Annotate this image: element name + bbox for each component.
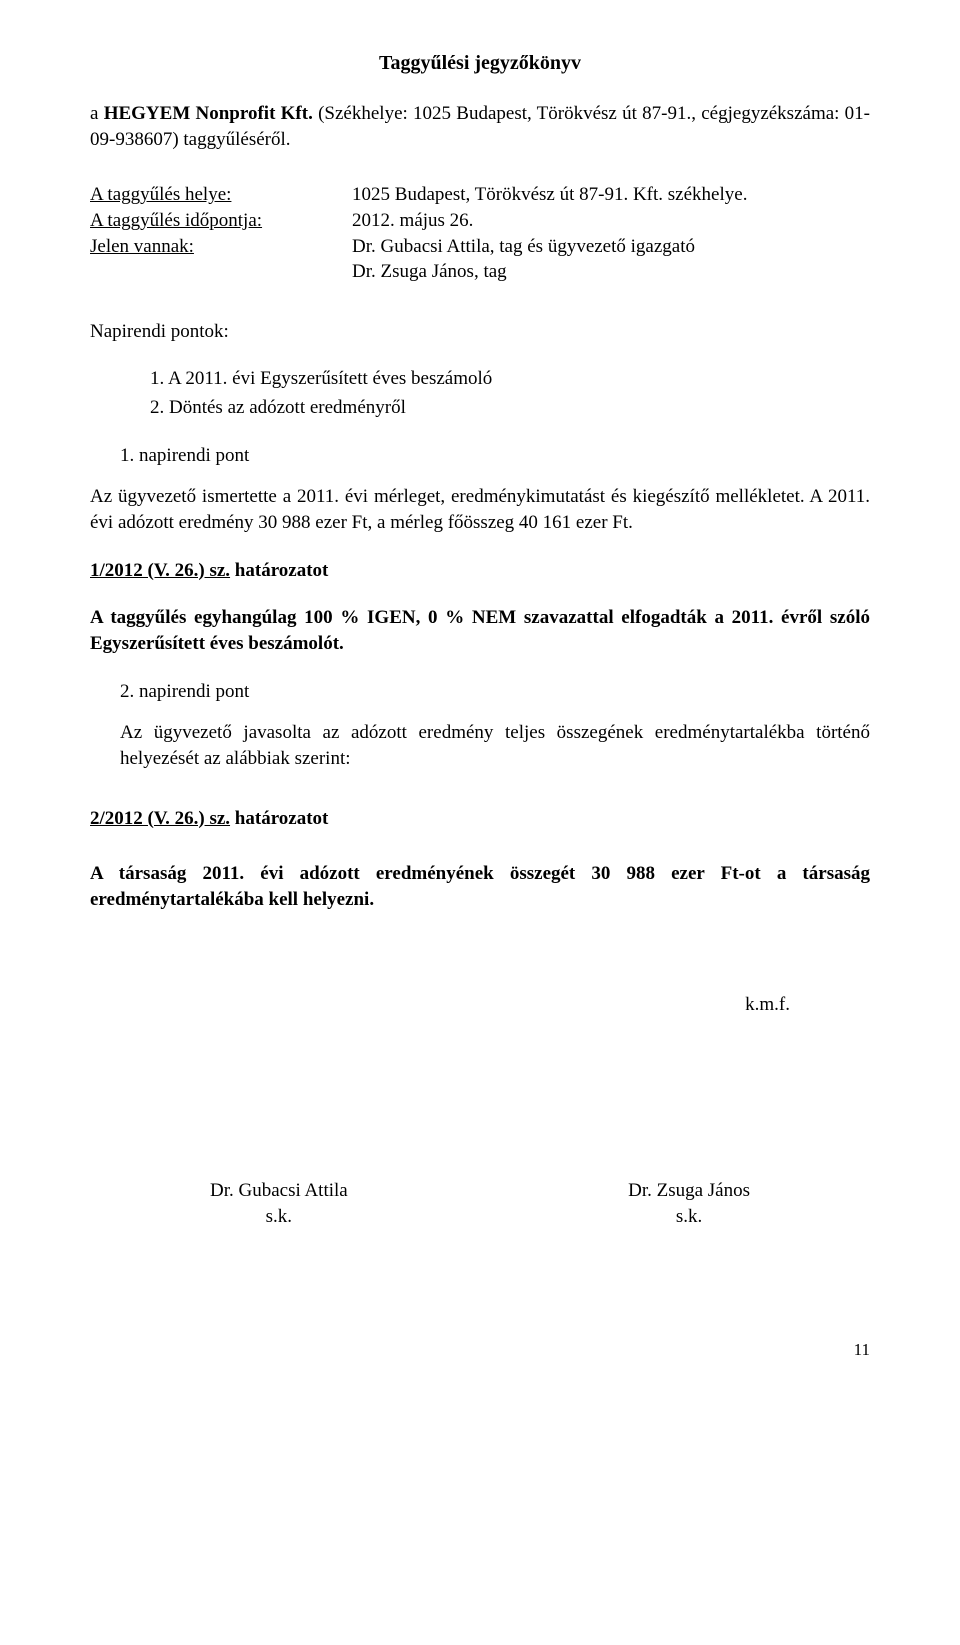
signature-right: Dr. Zsuga János s.k. xyxy=(628,1178,750,1229)
signature-left: Dr. Gubacsi Attila s.k. xyxy=(210,1178,348,1229)
point-2-label: 2. napirendi pont xyxy=(90,679,870,705)
agenda-title: Napirendi pontok: xyxy=(90,319,870,345)
meta-place-value: 1025 Budapest, Törökvész út 87-91. Kft. … xyxy=(352,182,747,208)
agenda-list: 1. A 2011. évi Egyszerűsített éves beszá… xyxy=(90,366,870,420)
resolution-1-head: 1/2012 (V. 26.) sz. határozatot xyxy=(90,558,870,584)
point-1-text: Az ügyvezető ismertette a 2011. évi mérl… xyxy=(90,484,870,535)
resolution-2-text: A társaság 2011. évi adózott eredményéne… xyxy=(90,861,870,912)
meta-row-present: Jelen vannak: Dr. Gubacsi Attila, tag és… xyxy=(90,234,747,285)
resolution-2-underline: 2/2012 (V. 26.) sz. xyxy=(90,808,230,829)
page-number: 11 xyxy=(90,1339,870,1362)
meta-present-value: Dr. Gubacsi Attila, tag és ügyvezető iga… xyxy=(352,234,747,285)
agenda-item-2: 2. Döntés az adózott eredményről xyxy=(150,395,870,421)
signature-right-name: Dr. Zsuga János xyxy=(628,1178,750,1204)
meta-present-label: Jelen vannak: xyxy=(90,234,352,285)
resolution-1-bold-after: határozatot xyxy=(230,560,328,581)
meta-place-label: A taggyűlés helye: xyxy=(90,182,352,208)
agenda-item-1: 1. A 2011. évi Egyszerűsített éves beszá… xyxy=(150,366,870,392)
meta-date-label: A taggyűlés időpontja: xyxy=(90,208,352,234)
point-2-text: Az ügyvezető javasolta az adózott eredmé… xyxy=(90,720,870,771)
meta-row-date: A taggyűlés időpontja: 2012. május 26. xyxy=(90,208,747,234)
present-line-1: Dr. Gubacsi Attila, tag és ügyvezető iga… xyxy=(352,234,747,260)
signature-left-name: Dr. Gubacsi Attila xyxy=(210,1178,348,1204)
signature-right-sk: s.k. xyxy=(628,1204,750,1230)
resolution-2-head: 2/2012 (V. 26.) sz. határozatot xyxy=(90,806,870,832)
resolution-2-bold-after: határozatot xyxy=(230,808,328,829)
kmf-label: k.m.f. xyxy=(90,992,870,1018)
intro-pre: a xyxy=(90,103,104,124)
present-line-2: Dr. Zsuga János, tag xyxy=(352,259,747,285)
meta-date-value: 2012. május 26. xyxy=(352,208,747,234)
intro-paragraph: a HEGYEM Nonprofit Kft. (Székhelye: 1025… xyxy=(90,101,870,152)
intro-company: HEGYEM Nonprofit Kft. xyxy=(104,103,313,124)
meta-table: A taggyűlés helye: 1025 Budapest, Törökv… xyxy=(90,182,747,285)
resolution-1-text: A taggyűlés egyhangúlag 100 % IGEN, 0 % … xyxy=(90,605,870,656)
resolution-1-underline: 1/2012 (V. 26.) sz. xyxy=(90,560,230,581)
doc-title: Taggyűlési jegyzőkönyv xyxy=(90,50,870,77)
point-1-label: 1. napirendi pont xyxy=(90,443,870,469)
signature-row: Dr. Gubacsi Attila s.k. Dr. Zsuga János … xyxy=(90,1178,870,1229)
signature-left-sk: s.k. xyxy=(210,1204,348,1230)
meta-row-place: A taggyűlés helye: 1025 Budapest, Törökv… xyxy=(90,182,747,208)
